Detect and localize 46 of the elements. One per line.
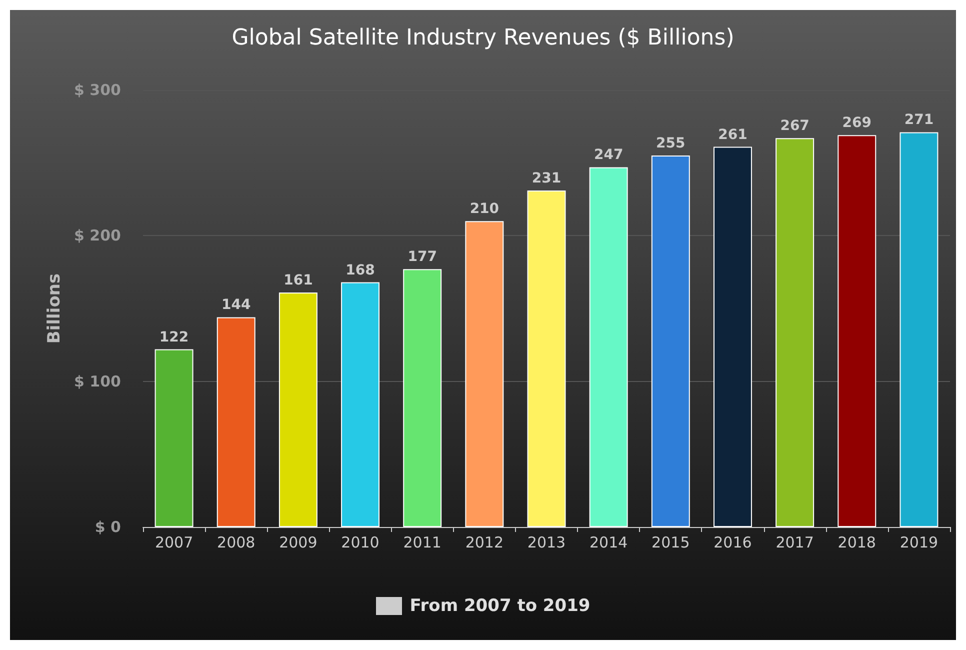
bar (403, 269, 442, 527)
data-label: 261 (718, 126, 748, 143)
bar (278, 292, 318, 527)
x-tick-label: 2009 (279, 534, 318, 552)
data-label: 210 (470, 201, 500, 218)
data-label: 168 (346, 262, 375, 278)
x-tick-label: 2017 (776, 534, 814, 552)
x-tick-label: 2007 (154, 534, 194, 552)
x-tick-label: 2011 (403, 534, 442, 552)
bar (651, 156, 690, 527)
data-label: 177 (408, 249, 437, 266)
y-tick-label: $ 0 (94, 518, 121, 536)
data-label: 267 (780, 118, 810, 134)
bar (713, 146, 752, 527)
y-tick-label: $ 100 (74, 372, 121, 390)
data-label: 247 (594, 147, 624, 164)
bar (216, 317, 256, 527)
bar (527, 190, 566, 527)
bar (838, 135, 876, 527)
data-label: 269 (842, 115, 872, 132)
text: From 2007 to 2019 (410, 596, 590, 616)
data-label: 144 (222, 297, 251, 314)
data-label: 231 (532, 170, 562, 187)
data-label: 161 (284, 272, 313, 288)
bar (154, 349, 194, 527)
bar (776, 138, 814, 527)
bar (589, 167, 628, 527)
y-tick-label: $ 300 (74, 81, 121, 99)
x-tick-label: 2013 (527, 534, 566, 552)
x-tick-label: 2014 (589, 534, 628, 552)
bar (465, 221, 504, 527)
data-label: 271 (904, 112, 934, 128)
chart-title: Global Satellite Industry Revenues ($ Billions) (232, 26, 734, 50)
bar (900, 132, 938, 527)
x-tick-label: 2019 (900, 534, 938, 552)
x-tick-label: 2016 (714, 534, 752, 552)
data-label: 255 (656, 136, 686, 152)
x-tick-label: 2008 (217, 534, 256, 552)
bar (341, 282, 380, 527)
x-tick-label: 2012 (465, 534, 504, 552)
data-label: 122 (159, 329, 189, 346)
x-tick-label: 2010 (341, 534, 380, 552)
y-tick-label: $ 200 (74, 226, 121, 245)
x-tick-label: 2015 (652, 534, 690, 552)
y-axis-title: Billions (44, 273, 65, 344)
x-tick-label: 2018 (838, 534, 876, 552)
